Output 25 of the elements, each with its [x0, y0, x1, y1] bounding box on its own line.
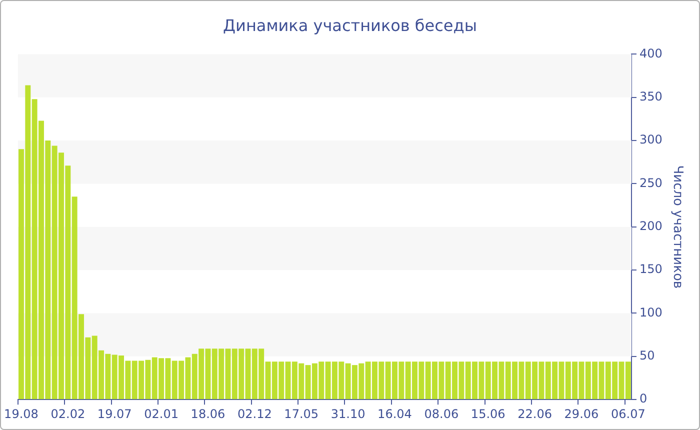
x-tick-label: 19.07: [97, 406, 132, 421]
y-tick-label: 250: [639, 176, 662, 190]
y-tick-label: 350: [639, 90, 662, 104]
x-tick-label: 19.08: [4, 406, 38, 421]
y-tick-label: 400: [639, 46, 662, 60]
x-tick-label: 02.01: [144, 406, 178, 421]
x-tick-label: 22.06: [518, 406, 552, 421]
y-tick-label: 150: [639, 262, 662, 276]
y-tick-label: 0: [639, 392, 648, 406]
x-tick-label: 02.12: [237, 406, 272, 421]
y-tick-label: 200: [639, 219, 662, 234]
y-tick-label: 50: [639, 348, 655, 363]
x-tick-label: 17.05: [284, 406, 319, 421]
chart-title: Динамика участников беседы: [223, 16, 477, 35]
x-tick-label: 31.10: [330, 406, 366, 421]
y-tick-label: 300: [639, 132, 662, 147]
x-tick-label: 15.06: [470, 406, 506, 421]
x-tick-label: 08.06: [424, 406, 459, 421]
x-tick-label: 16.04: [378, 406, 412, 421]
x-tick-label: 29.06: [564, 406, 599, 421]
x-tick-label: 06.07: [610, 406, 646, 421]
y-axis-title: Число участников: [670, 165, 685, 289]
y-tick-label: 100: [639, 305, 662, 320]
x-tick-label: 02.02: [50, 406, 86, 421]
x-tick-label: 18.06: [190, 406, 226, 421]
